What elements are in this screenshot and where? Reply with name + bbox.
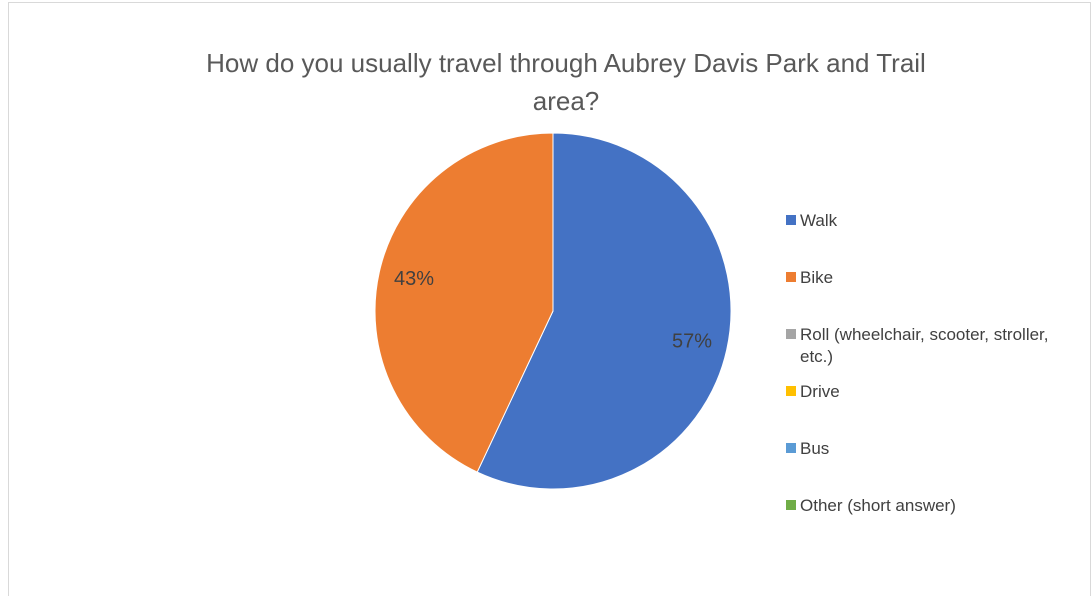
legend-entry: Walk <box>786 210 1066 232</box>
legend-label: Drive <box>800 382 840 401</box>
legend-entry: Drive <box>786 381 1066 403</box>
legend-label: Other (short answer) <box>800 496 956 515</box>
data-label: 57% <box>672 330 712 352</box>
chart-title: How do you usually travel through Aubrey… <box>206 48 926 116</box>
legend-label: Walk <box>800 211 838 230</box>
legend-label: Bus <box>800 439 830 458</box>
pie-slice <box>374 132 554 473</box>
legend-swatch <box>786 500 796 510</box>
data-label: 43% <box>394 268 434 290</box>
chart-border <box>8 2 1091 596</box>
legend-entry: Roll (wheelchair, scooter, stroller, etc… <box>786 324 1066 368</box>
legend-entry: Bus <box>786 438 1066 460</box>
legend-label: Roll (wheelchair, scooter, stroller, etc… <box>800 325 1049 366</box>
legend-entry: Bike <box>786 267 1066 289</box>
legend-entry: Other (short answer) <box>786 495 1066 517</box>
legend-swatch <box>786 215 796 225</box>
legend-label: Bike <box>800 268 834 287</box>
legend-swatch <box>786 272 796 282</box>
legend-swatch <box>786 386 796 396</box>
legend-swatch <box>786 443 796 453</box>
legend-swatch <box>786 329 796 339</box>
pie-slice <box>476 132 732 490</box>
